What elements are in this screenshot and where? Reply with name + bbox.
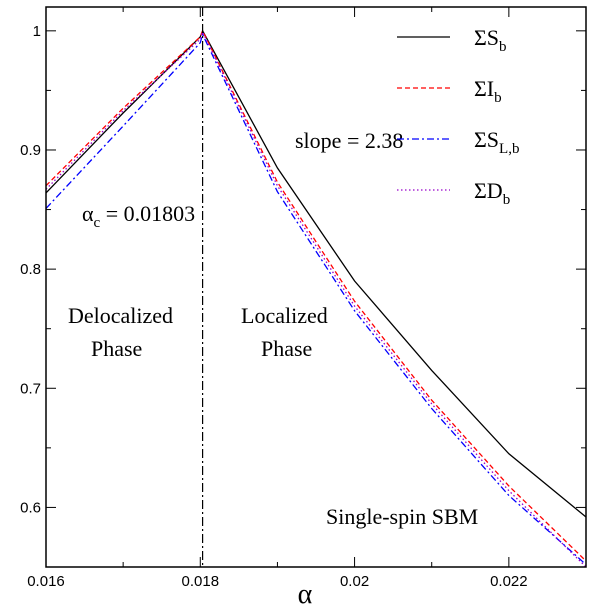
series-line-3 (45, 32, 587, 566)
alpha-c-value: = 0.01803 (100, 201, 195, 226)
plot-frame (45, 6, 587, 568)
y-tick-label: 0.9 (20, 142, 41, 159)
model-label: Single-spin SBM (326, 504, 478, 529)
legend-label-4: ΣDb (474, 178, 510, 208)
alpha-c-annotation: αc = 0.01803 (82, 201, 195, 231)
series-line-2 (45, 29, 587, 562)
localized-label-line2: Phase (261, 336, 312, 361)
delocalized-label-line1: Delocalized (68, 303, 173, 328)
localized-label-line1: Localized (241, 303, 328, 328)
x-tick-label: 0.02 (340, 573, 369, 590)
x-tick-label: 0.016 (27, 573, 65, 590)
alpha-c-symbol: α (82, 201, 94, 226)
series-line-1 (45, 29, 587, 518)
x-tick-label: 0.018 (182, 573, 220, 590)
x-axis-label: α (298, 579, 313, 608)
delocalized-label-line2: Phase (91, 336, 142, 361)
y-tick-label: 0.6 (20, 499, 41, 516)
series-lines (45, 29, 587, 568)
y-tick-label: 0.8 (20, 261, 41, 278)
y-tick-label: 0.7 (20, 380, 41, 397)
legend-label-3: ΣSL,b (474, 127, 519, 157)
legend-label-2: ΣIb (474, 76, 502, 106)
axis-ticks: 0.016 0.018 0.02 0.022 0.6 0.7 0.8 0.9 1 (20, 7, 586, 590)
alpha-c-subscript: c (94, 215, 101, 231)
slope-annotation: slope = 2.38 (295, 128, 403, 153)
x-tick-label: 0.022 (490, 573, 528, 590)
legend: ΣSb ΣIb ΣSL,b ΣDb (397, 25, 519, 208)
series-line-4 (45, 30, 587, 568)
y-tick-label: 1 (33, 23, 41, 40)
legend-label-1: ΣSb (474, 25, 507, 55)
